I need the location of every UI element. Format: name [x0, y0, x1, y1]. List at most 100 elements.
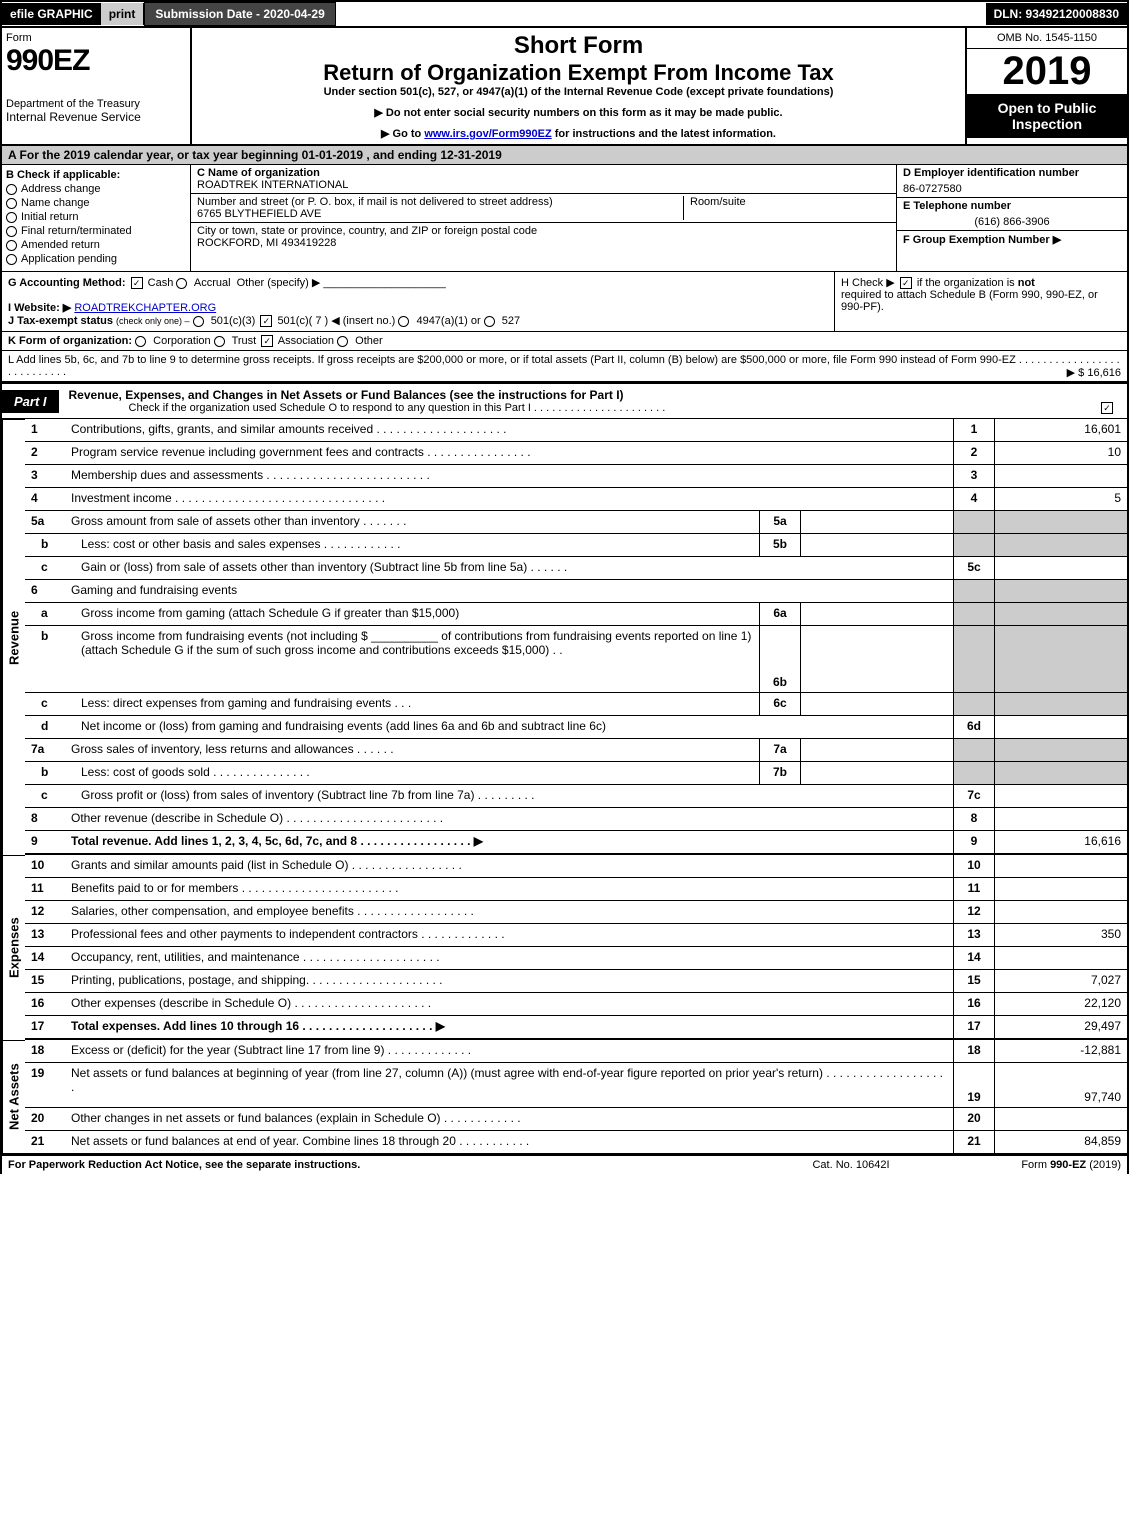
addr-label: Number and street (or P. O. box, if mail… [197, 196, 553, 208]
line16-value: 22,120 [994, 993, 1127, 1015]
city-val: ROCKFORD, MI 493419228 [197, 237, 336, 249]
line7c-value [994, 785, 1127, 807]
notice-link: ▶ Go to www.irs.gov/Form990EZ for instru… [202, 127, 955, 140]
check-trust[interactable] [214, 336, 225, 347]
addr-val: 6765 BLYTHEFIELD AVE [197, 208, 321, 220]
form-number: 990EZ [6, 44, 186, 78]
row-h: H Check ▶ if the organization is not req… [834, 272, 1127, 331]
ein-value: 86-0727580 [897, 181, 1127, 198]
top-bar: efile GRAPHIC print Submission Date - 20… [0, 0, 1129, 28]
footer-catno: Cat. No. 10642I [751, 1159, 951, 1171]
line2-value: 10 [994, 442, 1127, 464]
line9-value: 16,616 [994, 831, 1127, 853]
side-netassets: Net Assets [2, 1040, 25, 1153]
notice2-pre: ▶ Go to [381, 128, 424, 140]
side-expenses: Expenses [2, 855, 25, 1040]
row-gh: G Accounting Method: Cash Accrual Other … [0, 272, 1129, 332]
check-final[interactable]: Final return/terminated [6, 225, 186, 237]
check-other-org[interactable] [337, 336, 348, 347]
line10-value [994, 855, 1127, 877]
revenue-section: Revenue 1Contributions, gifts, grants, a… [0, 419, 1129, 855]
return-title: Return of Organization Exempt From Incom… [202, 60, 955, 86]
header-left: Form 990EZ Department of the Treasury In… [2, 28, 192, 144]
check-527[interactable] [484, 316, 495, 327]
line19-value: 97,740 [994, 1063, 1127, 1107]
omb-number: OMB No. 1545-1150 [967, 28, 1127, 49]
form-header: Form 990EZ Department of the Treasury In… [0, 28, 1129, 146]
irs-label: Internal Revenue Service [6, 110, 186, 124]
line13-value: 350 [994, 924, 1127, 946]
check-schedule-o[interactable] [1101, 402, 1113, 414]
dln-number: DLN: 93492120008830 [986, 3, 1127, 25]
check-assoc[interactable] [261, 335, 273, 347]
check-501c[interactable] [260, 315, 272, 327]
d-label: D Employer identification number [903, 167, 1079, 179]
e-label: E Telephone number [903, 200, 1011, 212]
box-b: B Check if applicable: Address change Na… [2, 165, 191, 271]
part1-title: Revenue, Expenses, and Changes in Net As… [59, 384, 1127, 418]
check-h[interactable] [900, 277, 912, 289]
check-4947[interactable] [398, 316, 409, 327]
line15-value: 7,027 [994, 970, 1127, 992]
line4-value: 5 [994, 488, 1127, 510]
expenses-section: Expenses 10Grants and similar amounts pa… [0, 855, 1129, 1040]
footer-formref: Form 990-EZ (2019) [951, 1159, 1121, 1171]
row-g: G Accounting Method: Cash Accrual Other … [2, 272, 834, 331]
check-address[interactable]: Address change [6, 183, 186, 195]
line14-value [994, 947, 1127, 969]
footer-notice: For Paperwork Reduction Act Notice, see … [8, 1159, 751, 1171]
part1-label: Part I [2, 390, 59, 413]
f-label: F Group Exemption Number ▶ [897, 231, 1127, 248]
page-footer: For Paperwork Reduction Act Notice, see … [0, 1155, 1129, 1174]
line3-value [994, 465, 1127, 487]
check-pending[interactable]: Application pending [6, 253, 186, 265]
print-button[interactable]: print [101, 3, 145, 25]
line5c-value [994, 557, 1127, 579]
line17-value: 29,497 [994, 1016, 1127, 1038]
box-c: C Name of organization ROADTREK INTERNAT… [191, 165, 896, 271]
info-grid: B Check if applicable: Address change Na… [0, 165, 1129, 272]
line11-value [994, 878, 1127, 900]
short-form-title: Short Form [202, 32, 955, 60]
check-accrual[interactable] [176, 278, 187, 289]
phone-value: (616) 866-3906 [897, 214, 1127, 231]
check-501c3[interactable] [193, 316, 204, 327]
section-a: A For the 2019 calendar year, or tax yea… [0, 146, 1129, 165]
check-amended[interactable]: Amended return [6, 239, 186, 251]
box-b-title: B Check if applicable: [6, 169, 120, 181]
header-right: OMB No. 1545-1150 2019 Open to Public In… [965, 28, 1127, 144]
department: Department of the Treasury [6, 98, 186, 110]
tax-year: 2019 [967, 49, 1127, 94]
line8-value [994, 808, 1127, 830]
side-revenue: Revenue [2, 419, 25, 855]
line18-value: -12,881 [994, 1040, 1127, 1062]
gross-receipts: ▶ $ 16,616 [1067, 366, 1121, 379]
irs-link[interactable]: www.irs.gov/Form990EZ [424, 128, 551, 140]
row-k: K Form of organization: Corporation Trus… [0, 332, 1129, 351]
form-word: Form [6, 32, 186, 44]
website-link[interactable]: ROADTREKCHAPTER.ORG [74, 302, 216, 314]
check-cash[interactable] [131, 277, 143, 289]
open-inspection: Open to Public Inspection [967, 94, 1127, 138]
check-name[interactable]: Name change [6, 197, 186, 209]
c-label: C Name of organization [197, 167, 320, 179]
netassets-section: Net Assets 18Excess or (deficit) for the… [0, 1040, 1129, 1155]
row-i-label: I Website: ▶ [8, 302, 71, 314]
part1-header: Part I Revenue, Expenses, and Changes in… [0, 382, 1129, 419]
part1-sub: Check if the organization used Schedule … [69, 402, 1117, 414]
line1-value: 16,601 [994, 419, 1127, 441]
line20-value [994, 1108, 1127, 1130]
line12-value [994, 901, 1127, 923]
org-name: ROADTREK INTERNATIONAL [197, 179, 348, 191]
row-l: L Add lines 5b, 6c, and 7b to line 9 to … [0, 351, 1129, 382]
line21-value: 84,859 [994, 1131, 1127, 1153]
room-suite: Room/suite [683, 196, 890, 220]
box-de: D Employer identification number 86-0727… [896, 165, 1127, 271]
header-center: Short Form Return of Organization Exempt… [192, 28, 965, 144]
notice2-post: for instructions and the latest informat… [552, 128, 776, 140]
notice-ssn: ▶ Do not enter social security numbers o… [202, 106, 955, 119]
check-corp[interactable] [135, 336, 146, 347]
subtitle: Under section 501(c), 527, or 4947(a)(1)… [202, 86, 955, 98]
check-initial[interactable]: Initial return [6, 211, 186, 223]
row-j-label: J Tax-exempt status [8, 315, 113, 327]
